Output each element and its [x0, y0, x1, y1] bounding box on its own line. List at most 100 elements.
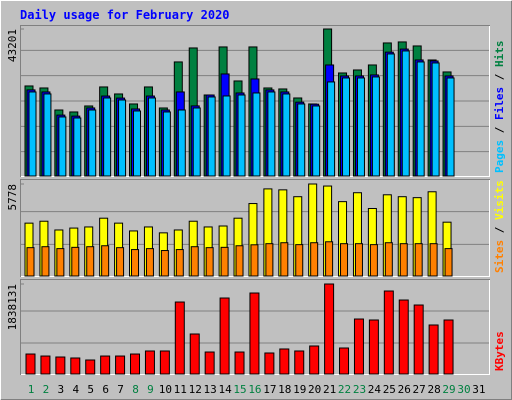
bar	[384, 242, 393, 277]
bar	[220, 246, 229, 277]
bar	[219, 297, 230, 375]
legend-separator: /	[493, 220, 506, 240]
bar	[235, 245, 244, 277]
x-tick-label: 15	[233, 383, 246, 396]
bar	[28, 91, 37, 177]
bar	[237, 94, 246, 177]
bar	[295, 244, 304, 277]
bar	[324, 283, 335, 375]
x-tick-label: 27	[413, 383, 426, 396]
bar	[309, 345, 320, 375]
bar	[26, 247, 35, 277]
x-tick-label: 10	[159, 383, 172, 396]
x-tick-label: 13	[204, 383, 217, 396]
bar	[131, 249, 140, 277]
x-tick-label: 17	[263, 383, 276, 396]
legend: Sites / Visits	[493, 180, 506, 273]
x-tick-label: 11	[174, 383, 187, 396]
bar	[431, 62, 440, 177]
bar	[162, 111, 171, 177]
bar	[325, 241, 334, 277]
bar	[416, 61, 425, 177]
legend-entry: Visits	[493, 180, 506, 220]
bar	[207, 96, 216, 177]
bar	[265, 243, 274, 277]
bar	[85, 359, 96, 375]
x-tick-label: 19	[293, 383, 306, 396]
legend: KBytes	[493, 331, 506, 371]
x-tick-label: 25	[383, 383, 396, 396]
bar	[56, 248, 65, 277]
bar	[429, 243, 438, 277]
x-tick-label: 16	[248, 383, 261, 396]
x-tick-label: 8	[132, 383, 139, 396]
bar	[371, 76, 380, 177]
bar	[58, 116, 67, 177]
bar	[100, 355, 111, 375]
bar	[280, 242, 289, 277]
bar	[73, 117, 82, 177]
bar	[43, 93, 52, 177]
y-tick-label: 43201	[6, 29, 19, 62]
bar	[130, 353, 141, 375]
bar	[383, 290, 394, 375]
bar	[443, 319, 454, 375]
bar	[279, 348, 290, 375]
bar	[144, 350, 155, 375]
legend-entry: Sites	[493, 240, 506, 273]
legend-separator: /	[493, 67, 506, 87]
x-tick-label: 7	[117, 383, 124, 396]
bar	[234, 351, 245, 375]
bar	[25, 353, 36, 375]
bar	[264, 352, 275, 375]
bar	[399, 243, 408, 277]
bar	[368, 319, 379, 375]
bar	[189, 333, 200, 375]
bar	[356, 77, 365, 177]
bar	[310, 242, 319, 277]
legend-separator: /	[493, 120, 506, 140]
bar	[249, 292, 260, 375]
bar	[413, 304, 424, 375]
bar	[205, 247, 214, 277]
panel-border-dark	[20, 279, 490, 375]
bar	[398, 299, 409, 375]
legend-entry: Hits	[493, 41, 506, 68]
x-tick-label: 2	[43, 383, 50, 396]
bar	[414, 243, 423, 277]
panel-border-dark	[20, 25, 490, 177]
bar	[297, 103, 306, 177]
bar	[147, 97, 156, 177]
bar	[103, 97, 112, 177]
bar	[282, 93, 291, 177]
bar	[190, 246, 199, 277]
panel-border-dark	[20, 179, 490, 277]
y-tick-label: 5778	[6, 184, 19, 211]
bar	[55, 356, 66, 375]
bar	[70, 357, 81, 375]
x-tick-label: 4	[72, 383, 79, 396]
bar	[250, 244, 259, 277]
x-tick-label: 31	[472, 383, 485, 396]
bar	[174, 301, 185, 375]
x-tick-label: 30	[457, 383, 470, 396]
bar	[267, 91, 276, 177]
x-tick-label: 14	[218, 383, 232, 396]
x-tick-label: 6	[102, 383, 109, 396]
x-tick-label: 12	[189, 383, 202, 396]
bar	[342, 77, 351, 177]
x-tick-label: 26	[398, 383, 411, 396]
bar	[116, 247, 125, 277]
bar	[327, 81, 336, 177]
bar	[41, 246, 50, 277]
bar	[353, 318, 364, 375]
chart-title: Daily usage for February 2020	[20, 8, 230, 22]
bar	[86, 246, 95, 277]
bar	[294, 350, 305, 375]
x-tick-label: 28	[427, 383, 440, 396]
bar	[340, 243, 349, 277]
y-tick-label: 1838131	[6, 284, 19, 330]
x-tick-label: 24	[368, 383, 382, 396]
